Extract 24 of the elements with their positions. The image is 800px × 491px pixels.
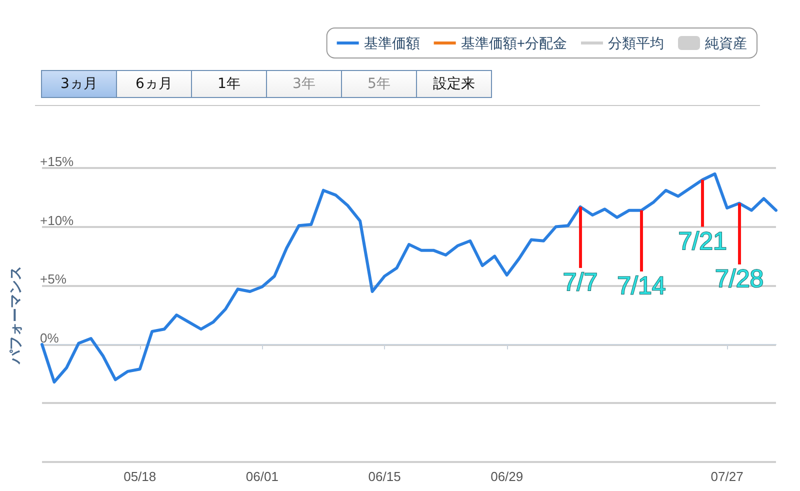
x-tick-label: 06/01 [246,469,278,484]
x-tick-label: 06/29 [490,469,524,484]
annotation: 7/14 [617,272,666,300]
text: 6ヵ月 [116,70,192,98]
annotation: 7/21 [678,227,727,256]
text: 3ヵ月 [41,70,117,98]
annotation: 7/7 [562,268,598,296]
x-tick-label: 06/15 [368,469,401,484]
y-tick-label: 0% [40,330,60,346]
y-axis-title: パフォーマンス [7,266,23,365]
y-tick-label: +10% [40,212,74,228]
text: 3年 [266,70,342,98]
x-tick-label: 05/18 [124,469,156,484]
legend-label: 基準価額 [364,35,420,51]
legend-label: 分類平均 [608,35,664,51]
legend-label: 純資産 [705,35,747,51]
text: 1年 [191,70,267,98]
legend-label: 基準価額+分配金 [460,35,568,51]
text: 設定来 [416,70,492,98]
annotation: 7/28 [714,264,764,293]
text: 5年 [341,70,417,98]
y-tick-label: +15% [40,154,74,169]
y-tick-label: +5% [40,272,67,287]
x-tick-label: 07/27 [710,469,744,484]
